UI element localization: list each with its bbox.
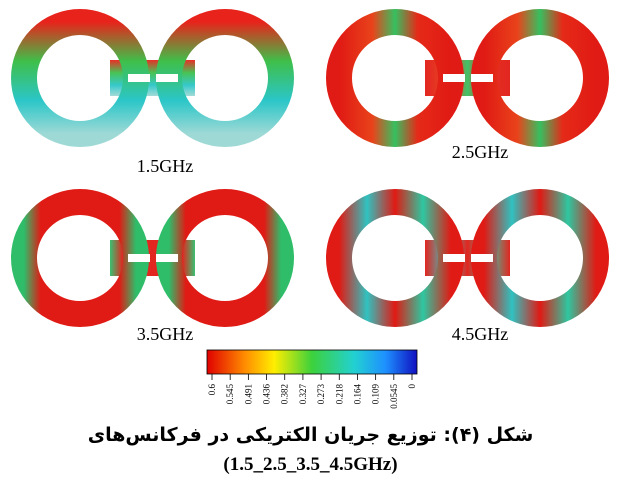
antenna-current-plot bbox=[11, 9, 294, 147]
colorbar-tick-label: 0.164 bbox=[352, 384, 362, 405]
frequency-label: 4.5GHz bbox=[452, 324, 509, 344]
antenna-slot bbox=[156, 254, 178, 262]
frequency-label: 2.5GHz bbox=[452, 142, 509, 162]
colorbar-tick-label: 0.218 bbox=[334, 384, 344, 405]
antenna-current-plot bbox=[326, 189, 609, 327]
colorbar-tick-label: 0.273 bbox=[316, 384, 326, 405]
colorbar-tick-label: 0.545 bbox=[225, 384, 235, 405]
colorbar bbox=[206, 349, 418, 375]
colorbar-tick-label: 0 bbox=[407, 384, 417, 389]
caption-line: (1.5_2.5_3.5_4.5GHz) bbox=[223, 454, 398, 475]
colorbar-tick-label: 0.6 bbox=[207, 384, 217, 396]
colorbar-tick-label: 0.436 bbox=[262, 384, 272, 405]
antenna-slot bbox=[443, 254, 465, 262]
colorbar-tick-label: 0.327 bbox=[298, 384, 308, 405]
colorbar-tick-label: 0.491 bbox=[243, 384, 253, 404]
figure: 1.5GHz 2.5GHz 3.5GHz 4.5GHz 0.6 0.545 0.491 0.4… bbox=[11, 9, 609, 409]
antenna-slot bbox=[471, 74, 493, 82]
colorbar-tick-label: 0.382 bbox=[280, 384, 290, 404]
antenna-slot bbox=[443, 74, 465, 82]
frequency-label: 1.5GHz bbox=[137, 156, 194, 176]
colorbar-tick-label: 0.0545 bbox=[389, 384, 399, 409]
antenna-slot bbox=[128, 74, 150, 82]
antenna-current-plot bbox=[326, 9, 609, 147]
colorbar-tick-label: 0.109 bbox=[371, 384, 381, 405]
antenna-slot bbox=[156, 74, 178, 82]
frequency-label: 3.5GHz bbox=[137, 324, 194, 344]
antenna-current-plot bbox=[11, 189, 294, 327]
caption-line: شکل (۴): توزیع جریان الکتریکی در فرکانس‌… bbox=[87, 424, 534, 446]
antenna-slot bbox=[128, 254, 150, 262]
antenna-slot bbox=[471, 254, 493, 262]
